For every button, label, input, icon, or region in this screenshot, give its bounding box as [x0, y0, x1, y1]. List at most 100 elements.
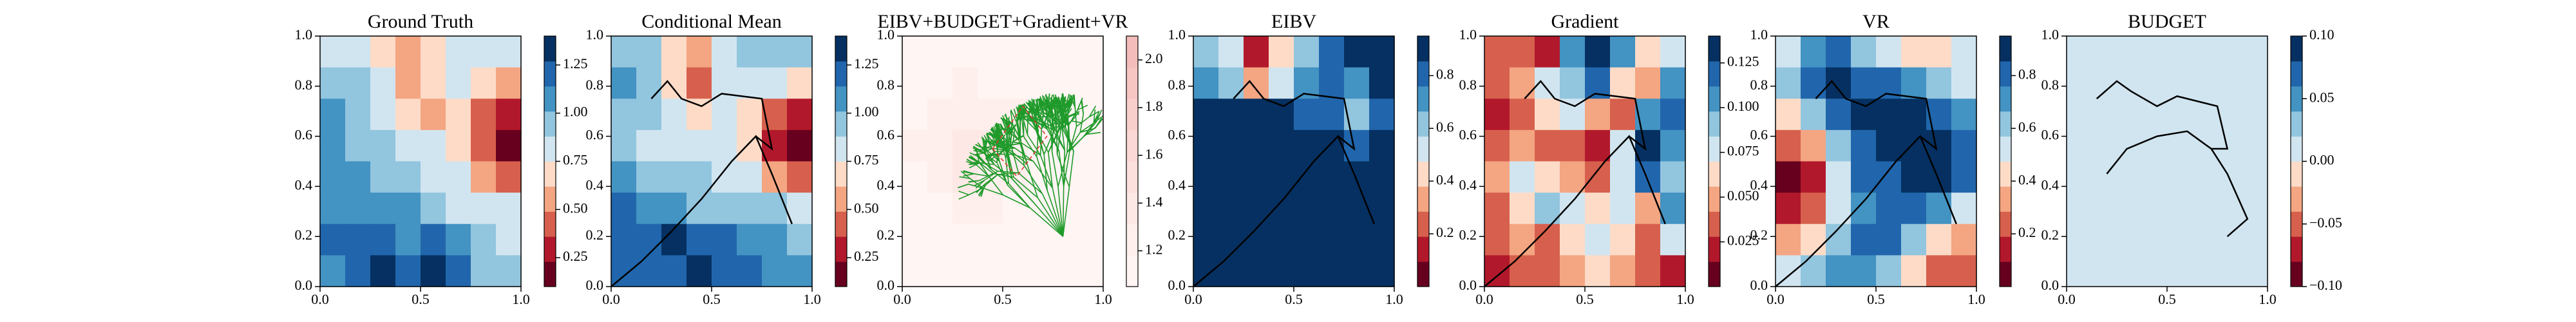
heat-cell	[2242, 161, 2268, 193]
heat-cell	[1028, 36, 1054, 68]
tree-branch	[1065, 113, 1075, 120]
heat-cell	[2092, 193, 2117, 225]
heat-cell	[1776, 99, 1801, 131]
tree-branch	[976, 164, 989, 177]
heat-cell	[446, 36, 471, 68]
tree-branch	[989, 131, 997, 144]
heat-cell	[1876, 193, 1902, 225]
heat-cell	[2117, 99, 2143, 131]
heat-cell	[978, 223, 1003, 256]
tree-branch	[973, 149, 985, 154]
colorbar-segment	[1417, 86, 1429, 112]
colorbar-segment	[544, 211, 556, 237]
heat-cell	[1635, 36, 1661, 68]
colorbar-segment	[1709, 236, 1720, 262]
tree-branch	[958, 194, 969, 200]
heat-cell	[1635, 67, 1661, 99]
heat-cell	[636, 223, 662, 256]
heat-cell	[1560, 223, 1586, 256]
heat-cell	[687, 67, 712, 99]
heat-cell	[687, 255, 712, 287]
heat-cell	[446, 193, 471, 225]
heat-cell	[1901, 193, 1927, 225]
heat-cell	[927, 129, 953, 162]
heat-cell	[320, 99, 346, 131]
tree-branch	[976, 148, 980, 162]
heat-cell	[1535, 99, 1560, 131]
tree-branch	[1032, 160, 1054, 189]
heat-cell	[1776, 36, 1801, 68]
heat-cell	[1801, 161, 1826, 193]
x-tick-label: 0.0	[311, 291, 329, 307]
heat-cell	[1585, 129, 1611, 162]
heat-cell	[1951, 161, 1977, 193]
x-tick-label: 0.5	[1867, 291, 1885, 307]
y-tick-label: 0.0	[2041, 277, 2060, 293]
heat-cell	[1635, 99, 1661, 131]
heat-cell	[2192, 36, 2218, 68]
tree-branch	[969, 178, 983, 189]
heat-cell	[1776, 193, 1801, 225]
colorbar-segment	[1417, 161, 1429, 187]
y-tick-label: 1.0	[1459, 26, 1477, 43]
colorbar-segment	[1709, 211, 1720, 237]
trajectory	[1815, 80, 1938, 151]
colorbar-segment	[1709, 36, 1720, 62]
heat-cell	[787, 223, 813, 256]
y-tick-label: 0.8	[2041, 77, 2060, 93]
heat-cell	[1585, 223, 1611, 256]
tree-branch	[1013, 176, 1038, 198]
tree-branch	[1057, 152, 1068, 187]
heat-cell	[395, 67, 421, 99]
colorbar-segment	[1126, 193, 1138, 225]
heat-cell	[1319, 255, 1345, 287]
heat-cell	[370, 193, 396, 225]
heat-cell	[2242, 67, 2268, 99]
tree-branch	[1031, 112, 1037, 131]
heat-cell	[446, 67, 471, 99]
colorbar-tick-label: 0.2	[2018, 224, 2036, 240]
heat-cell	[1294, 255, 1320, 287]
heat-cell	[471, 129, 497, 162]
colorbar-tick-label: 0.075	[1727, 143, 1759, 159]
heat-cell	[1193, 99, 1219, 131]
heat-cell	[611, 67, 637, 99]
colorbar-segment	[1417, 111, 1429, 137]
heat-cell	[1660, 193, 1686, 225]
tree-branch	[987, 133, 992, 146]
heat-cell	[1585, 193, 1611, 225]
heat-cell	[902, 129, 928, 162]
trajectory	[1484, 135, 1666, 287]
heat-cell	[1901, 36, 1927, 68]
heat-cell	[1078, 193, 1104, 225]
tree-branch	[1056, 154, 1070, 187]
y-tick-label: 0.6	[2041, 127, 2060, 143]
tree-branch	[1034, 113, 1039, 131]
heat-cell	[496, 223, 522, 256]
heat-cell	[446, 223, 471, 256]
heat-cell	[1951, 129, 1977, 162]
heat-cell	[320, 129, 346, 162]
heat-cell	[421, 161, 446, 193]
heat-cell	[787, 129, 813, 162]
heat-cell	[496, 161, 522, 193]
colorbar-tick-label: 0.05	[2309, 89, 2334, 105]
heat-cell	[2167, 193, 2193, 225]
heat-cell	[2217, 223, 2243, 256]
tree-branch	[1011, 178, 1034, 203]
heat-cell	[1003, 36, 1028, 68]
heat-cell	[1078, 36, 1104, 68]
y-tick-label: 0.8	[877, 77, 895, 93]
colorbar-segment	[835, 261, 847, 287]
tree-branch	[1033, 202, 1064, 237]
y-tick-label: 1.0	[877, 26, 895, 43]
heat-cell	[1510, 255, 1535, 287]
tree-branch	[1045, 102, 1052, 113]
colorbar-segment	[1709, 186, 1720, 212]
heat-cell	[1003, 223, 1028, 256]
heat-cell	[1635, 255, 1661, 287]
colorbar-segment	[1126, 161, 1138, 193]
colorbar-tick-label: 0.25	[854, 248, 879, 264]
colorbar-tick-label: 0.6	[2018, 118, 2036, 135]
heat-cell	[1660, 99, 1686, 131]
